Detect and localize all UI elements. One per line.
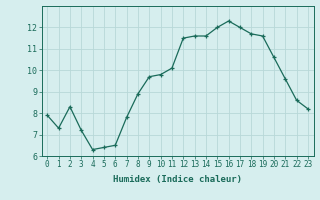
X-axis label: Humidex (Indice chaleur): Humidex (Indice chaleur) — [113, 175, 242, 184]
